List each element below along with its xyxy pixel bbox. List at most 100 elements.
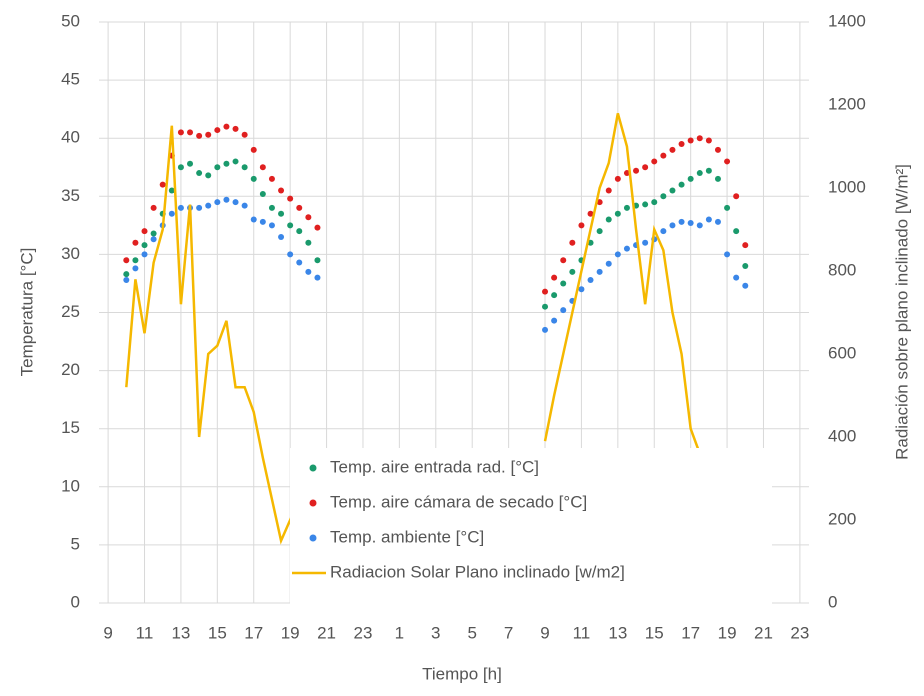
legend-label: Temp. aire entrada rad. [°C]	[330, 457, 539, 476]
point	[232, 125, 239, 132]
point	[196, 204, 203, 211]
x-tick-label: 13	[171, 623, 190, 642]
point	[305, 239, 312, 246]
point	[241, 164, 248, 171]
point	[123, 271, 130, 278]
x-tick-label: 13	[608, 623, 627, 642]
x-tick-label: 9	[103, 623, 112, 642]
point	[268, 175, 275, 182]
point	[132, 257, 139, 264]
point	[742, 263, 749, 270]
y2-tick-label: 0	[828, 592, 837, 611]
point	[296, 204, 303, 211]
x-tick-label: 15	[208, 623, 227, 642]
point	[287, 251, 294, 258]
point	[669, 187, 676, 194]
point	[205, 172, 212, 179]
point	[560, 280, 567, 287]
point	[141, 242, 148, 249]
point	[660, 193, 667, 200]
legend-label: Temp. ambiente [°C]	[330, 527, 484, 546]
point	[287, 222, 294, 229]
point	[132, 265, 139, 272]
point	[177, 204, 184, 211]
x-tick-label: 21	[754, 623, 773, 642]
y-tick-label: 20	[61, 360, 80, 379]
point	[660, 228, 667, 235]
point	[687, 220, 694, 227]
point	[223, 160, 230, 167]
series-points	[123, 123, 749, 295]
point	[551, 317, 558, 324]
point	[250, 175, 257, 182]
point	[268, 204, 275, 211]
x-tick-label: 3	[431, 623, 440, 642]
point	[223, 196, 230, 203]
legend-swatch	[309, 464, 317, 472]
point	[687, 175, 694, 182]
point	[669, 222, 676, 229]
point	[551, 274, 558, 281]
y-tick-label: 0	[71, 592, 80, 611]
x-tick-label: 9	[540, 623, 549, 642]
point	[714, 146, 721, 153]
point	[196, 132, 203, 139]
point	[733, 193, 740, 200]
y2-axis-title: Radiación sobre plano inclinado [W/m²]	[892, 164, 911, 460]
y-tick-label: 5	[71, 534, 80, 553]
y2-tick-label: 1400	[828, 11, 866, 30]
point	[578, 222, 585, 229]
point	[614, 251, 621, 258]
legend-label: Temp. aire cámara de secado [°C]	[330, 492, 587, 511]
point	[705, 167, 712, 174]
point	[278, 233, 285, 240]
point	[578, 286, 585, 293]
point	[187, 160, 194, 167]
point	[642, 164, 649, 171]
x-tick-label: 11	[573, 623, 591, 642]
point	[724, 251, 731, 258]
point	[742, 242, 749, 249]
x-tick-label: 23	[354, 623, 373, 642]
point	[705, 137, 712, 144]
legend-box	[290, 448, 772, 604]
point	[187, 129, 194, 136]
point	[232, 158, 239, 165]
point	[696, 222, 703, 229]
x-tick-label: 7	[504, 623, 513, 642]
point	[542, 326, 549, 333]
y-tick-label: 15	[61, 418, 80, 437]
x-tick-label: 19	[718, 623, 737, 642]
point	[278, 187, 285, 194]
point	[214, 127, 221, 134]
point	[141, 251, 148, 258]
point	[633, 167, 640, 174]
point	[141, 228, 148, 235]
y2-tick-label: 1200	[828, 94, 866, 113]
point	[259, 164, 266, 171]
point	[150, 204, 157, 211]
point	[196, 170, 203, 177]
point	[177, 129, 184, 136]
point	[587, 210, 594, 217]
line	[125, 112, 701, 584]
y2-tick-label: 1000	[828, 177, 866, 196]
point	[596, 228, 603, 235]
point	[259, 190, 266, 197]
point	[168, 187, 175, 194]
point	[714, 175, 721, 182]
point	[678, 218, 685, 225]
point	[150, 236, 157, 243]
point	[314, 224, 321, 231]
point	[605, 216, 612, 223]
point	[614, 210, 621, 217]
point	[123, 257, 130, 264]
point	[696, 170, 703, 177]
point	[569, 239, 576, 246]
point	[733, 228, 740, 235]
point	[123, 276, 130, 283]
y-axis-title: Temperatura [°C]	[17, 248, 36, 377]
x-tick-label: 15	[645, 623, 664, 642]
y2-tick-label: 600	[828, 343, 856, 362]
point	[305, 268, 312, 275]
